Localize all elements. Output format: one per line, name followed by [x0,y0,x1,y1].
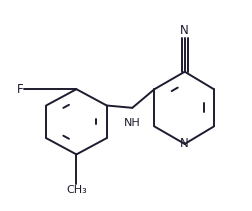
Text: NH: NH [123,118,140,128]
Text: CH₃: CH₃ [66,185,86,195]
Text: N: N [180,24,188,37]
Text: F: F [17,83,23,96]
Text: N: N [180,137,188,150]
